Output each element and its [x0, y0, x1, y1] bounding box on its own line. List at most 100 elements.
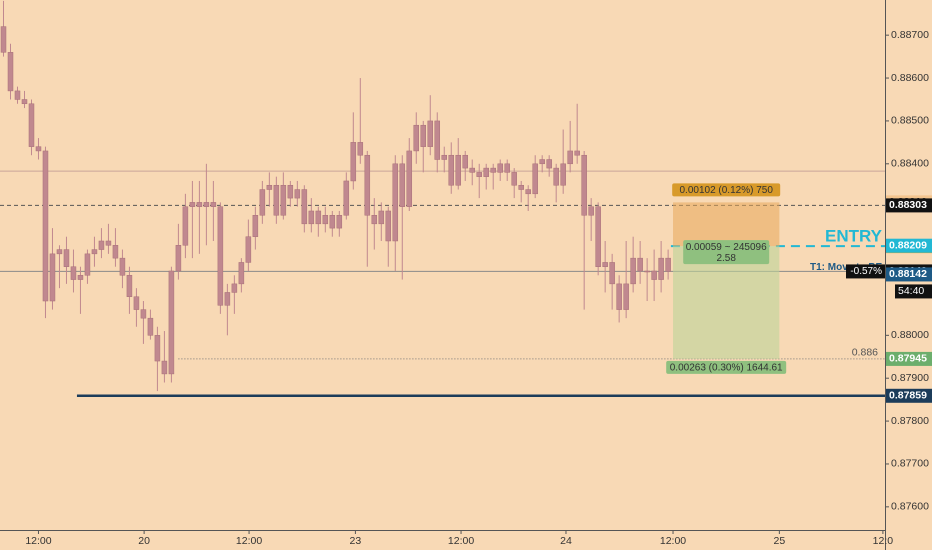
candle-body [189, 202, 196, 207]
price-tag [886, 238, 932, 253]
candle-body [210, 202, 217, 207]
candle-body [266, 184, 273, 190]
candle-body [42, 150, 49, 302]
candle-body [252, 215, 259, 237]
candle-body [294, 189, 301, 199]
y-tick-label: 0.88500 [891, 115, 929, 127]
candle-body [595, 206, 601, 267]
candle-body [217, 206, 224, 306]
candle-body [399, 163, 406, 207]
x-tick-label: 20 [138, 535, 150, 547]
candle-body [196, 202, 203, 207]
candle-body [357, 142, 364, 156]
y-tick-label: 0.87900 [891, 372, 929, 384]
candle-body [322, 215, 329, 225]
candle-body [63, 249, 70, 267]
entry-label: 0.00059 ~ 245096 [686, 242, 767, 253]
ratio-label: 2.58 [716, 253, 736, 264]
candle-body [371, 215, 378, 225]
candle-body [49, 253, 56, 302]
candle-body [364, 154, 371, 216]
candle-body [259, 189, 266, 216]
candle-body [84, 253, 91, 276]
x-tick-label: 12:00 [236, 535, 262, 547]
candle-body [616, 283, 622, 310]
time-axis-bg [0, 530, 885, 550]
target-zone [673, 246, 780, 359]
candle-body [315, 210, 322, 225]
candle-body [637, 257, 643, 272]
candle-body [245, 236, 252, 263]
candle-body [609, 262, 615, 285]
candle-body [350, 142, 357, 182]
candle-body [630, 257, 636, 285]
y-tick-label: 0.88400 [891, 158, 929, 170]
change-box [846, 264, 885, 279]
change-label: -0.57% [850, 266, 882, 277]
candle-body [140, 309, 147, 319]
candle-body [504, 163, 510, 173]
candle-body [392, 163, 399, 242]
price-tag-label: 0.88209 [889, 239, 927, 251]
price-tag [886, 388, 932, 403]
candle-body [665, 257, 671, 272]
candle-body [532, 163, 538, 195]
y-tick-label: 0.88600 [891, 72, 929, 84]
candle-body [301, 189, 308, 225]
candle-body [70, 266, 77, 280]
y-tick-label: 0.88700 [891, 29, 929, 41]
candle-body [238, 262, 245, 285]
candle-body [14, 90, 21, 100]
candle-body [455, 154, 461, 186]
y-tick-label: 0.87600 [891, 501, 929, 513]
candle-body [168, 270, 175, 375]
price-tag-label: 0.88142 [889, 268, 927, 280]
candle-body [406, 150, 413, 207]
candle-body [175, 245, 182, 272]
candle-body [273, 184, 280, 216]
candle-body [560, 163, 566, 186]
candle-body [427, 120, 434, 147]
candle-body [203, 202, 210, 207]
candle-body [133, 296, 140, 310]
candle-body [105, 240, 112, 246]
candle-body [126, 275, 133, 297]
candle-body [329, 215, 336, 229]
candle-body [308, 210, 315, 225]
candle-body [287, 184, 294, 199]
countdown-box [895, 284, 932, 299]
x-tick-label: 12:00 [448, 535, 474, 547]
candle-body [581, 154, 587, 216]
price-tag-label: 0.88303 [889, 199, 927, 211]
candle-body [567, 150, 573, 165]
candle-body [623, 283, 629, 310]
countdown: 54:40 [898, 285, 924, 297]
candle-body [154, 335, 161, 362]
candle-body [462, 154, 468, 169]
price-tag [886, 267, 932, 282]
level-label: 0.886 [852, 347, 878, 359]
candle-body [77, 275, 84, 280]
candle-body [490, 167, 496, 173]
candle-body [378, 210, 385, 225]
target-label-box [666, 360, 787, 374]
candle-body [182, 206, 189, 246]
candle-body [574, 150, 580, 156]
y-tick-label: 0.87700 [891, 458, 929, 470]
candle-body [112, 245, 119, 259]
candle-body [413, 124, 420, 152]
candle-body [651, 270, 657, 280]
candle-body [147, 317, 154, 336]
target-label: 0.00263 (0.30%) 1644.61 [670, 363, 783, 374]
candle-body [476, 172, 482, 177]
entry-label-box [683, 240, 770, 265]
candle-body [553, 167, 559, 186]
price-tag [886, 198, 932, 213]
candle-body [98, 240, 105, 250]
candle-body [644, 270, 650, 273]
candle-body [525, 189, 531, 195]
candle-body [28, 103, 35, 147]
candle-body [441, 154, 447, 160]
